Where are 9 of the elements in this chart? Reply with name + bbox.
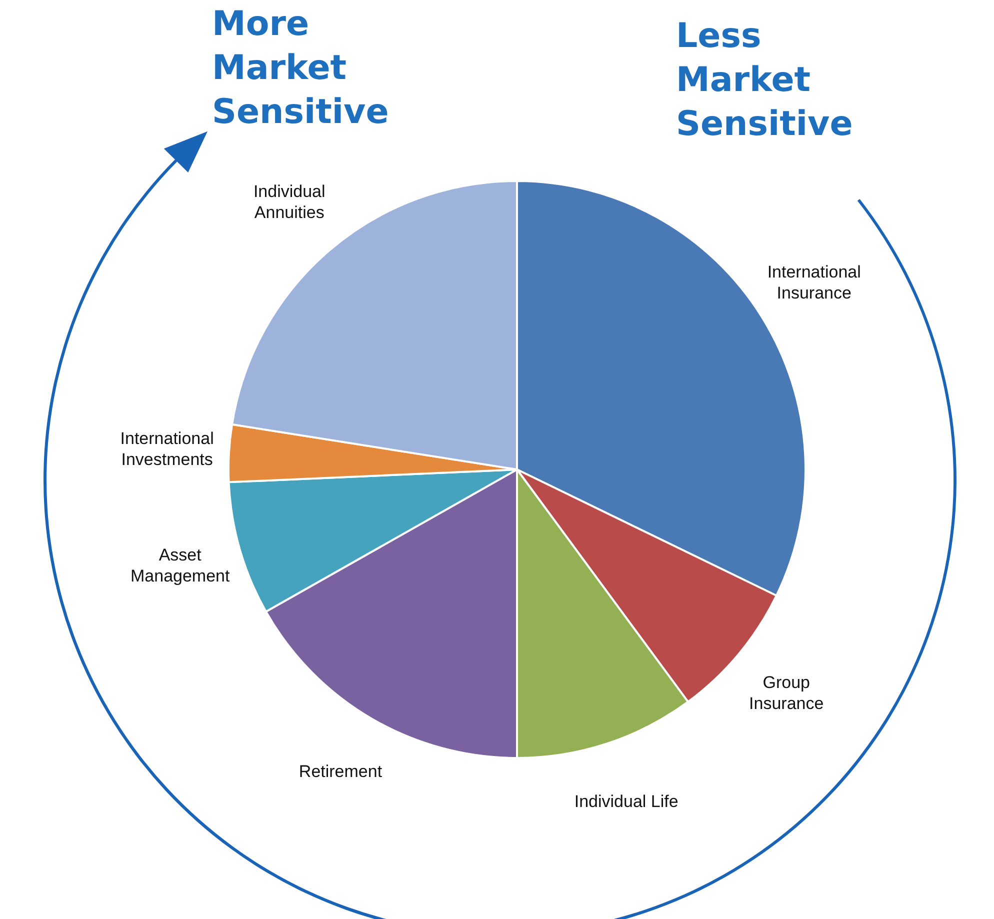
slice-label: Retirement [298,762,382,781]
slice-label: Asset Management [130,545,230,586]
slice-label: Group Insurance [749,672,824,713]
text: Less Market Sensitive [676,15,854,146]
slice-label: International Insurance [767,262,861,303]
slice-label: International Investments [120,428,214,469]
slice-label: Individual Annuities [253,182,326,222]
text: More Market Sensitive [212,3,390,134]
slice-label: Individual Life [574,792,678,812]
